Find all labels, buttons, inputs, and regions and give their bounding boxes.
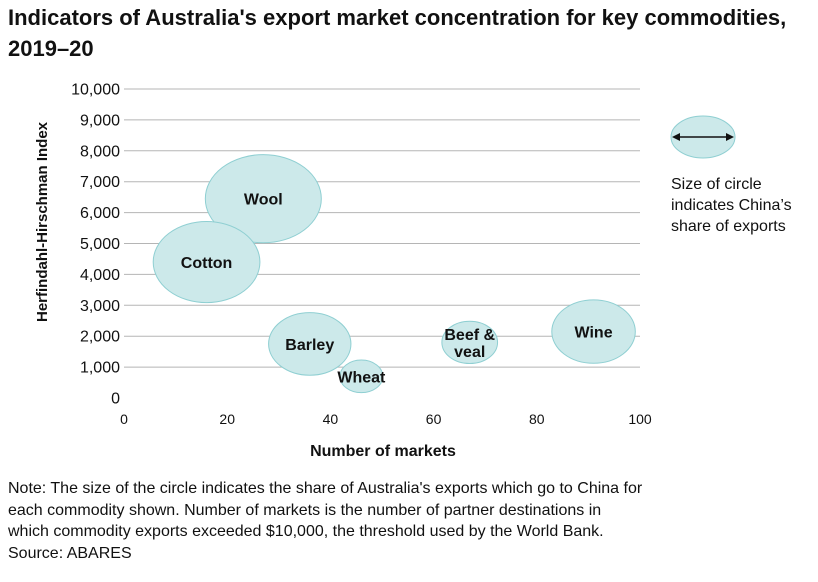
bubble-chart: Herfindahl-Hirschman Index 0 1,000 2,000 3,… [34,82,792,461]
note-line-2: each commodity shown. Number of markets … [8,501,602,519]
y-tick-label: 4,000 [80,267,120,284]
bubble-label: Wine [575,325,613,342]
x-tick-label: 40 [323,411,339,427]
x-axis-title: Number of markets [310,443,456,460]
y-axis-title: Herfindahl-Hirschman Index [34,121,51,322]
bubble [551,299,636,364]
bubble-group: Wine [551,299,636,364]
x-tick-label: 60 [426,411,442,427]
note-line-1: Note: The size of the circle indicates t… [8,480,643,497]
legend-text-line: Size of circle [671,176,762,193]
bubble-group: Wool [204,154,322,244]
x-tick-label: 0 [120,411,128,427]
bubble-group: Wheat [337,359,386,394]
y-tick-label: 10,000 [71,82,120,99]
x-tick-label: 80 [529,411,545,427]
y-tick-label: 7,000 [80,174,120,191]
legend-text-line: indicates China’s [671,197,792,214]
bubble-label: Wheat [337,369,386,386]
y-tick-label: 2,000 [80,329,120,346]
y-tick-label: 3,000 [80,298,120,315]
bubble-group: Beef &veal [441,320,499,365]
chart-title: Indicators of Australia's export market … [8,5,787,61]
bubble-group: Barley [268,312,352,376]
y-tick-label: 9,000 [80,112,120,129]
y-tick-labels: 0 1,000 2,000 3,000 4,000 5,000 6,000 7,000 8,00… [71,82,120,408]
x-tick-labels: 0 20 40 60 80 100 [120,411,652,427]
bubble [441,320,499,365]
source-line: Source: ABARES [8,544,132,562]
note-line-3: which commodity exports exceeded $10,000… [8,523,604,540]
bubble-label: Barley [285,337,334,354]
legend-text: Size of circle indicates China’s share of … [671,176,792,235]
y-axis-title-group: Herfindahl-Hirschman Index [34,121,51,322]
x-tick-label: 20 [219,411,235,427]
bubble-label: Wool [244,192,283,209]
chart-note: Note: The size of the circle indicates t… [8,478,812,564]
y-tick-label: 6,000 [80,205,120,222]
legend-text-line: share of exports [671,218,786,235]
y-tick-label: 5,000 [80,236,120,253]
bubble-label: veal [454,344,485,361]
y-tick-label: 1,000 [80,360,120,377]
bubble [152,220,261,304]
x-tick-label: 100 [628,411,652,427]
bubble-label: Cotton [181,255,233,272]
y-tick-label: 8,000 [80,143,120,160]
bubble-group: Cotton [152,220,261,304]
legend-arrow-right-head [726,133,734,141]
bubble-label: Beef & [444,327,495,344]
legend-arrow-left-head [672,133,680,141]
bubble [204,154,322,244]
bubble [339,359,384,394]
bubble [268,312,352,376]
y-tick-label: 0 [111,391,120,408]
legend: Size of circle indicates China’s share of … [670,115,792,235]
